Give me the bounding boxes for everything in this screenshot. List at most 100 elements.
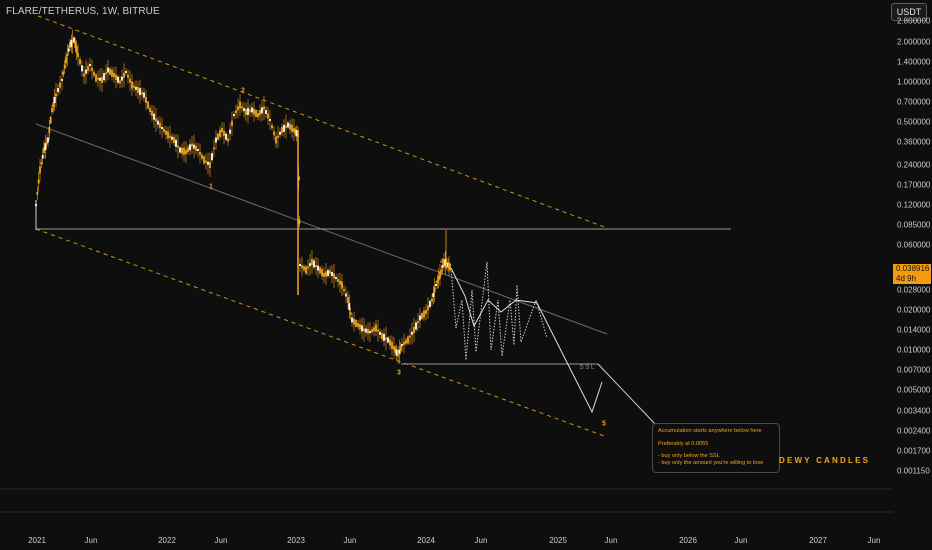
candle-body [167,131,169,139]
candle-body [371,329,373,333]
candle-body [293,128,295,132]
candle-body [67,48,70,52]
candle-body [355,319,357,327]
candle-series [35,29,451,364]
price-tick: 0.500000 [897,117,931,127]
candle-body [59,82,61,88]
candle-body [115,74,117,80]
price-tick: 2.800000 [897,16,931,26]
candle-body [73,37,75,43]
candle-body [421,313,423,319]
candle-body [187,147,189,153]
candle-body [269,119,271,121]
candle-body [241,106,243,109]
candle-body [117,76,119,83]
candle-body [335,277,337,279]
candle-body [389,339,391,346]
currency-button[interactable]: USDT [891,3,927,21]
candle-body [197,149,199,151]
candle-body [151,110,153,116]
candle-body [55,93,57,97]
candle-body [105,72,107,75]
candle-body [129,78,131,83]
candle-body [379,331,381,335]
price-tick: 0.120000 [897,200,931,210]
candle-body [333,273,335,279]
price-axis[interactable]: 2.800000 2.000000 1.400000 1.000000 0.700000… [893,16,932,490]
candle-body [217,133,219,140]
candle-body [263,106,265,110]
candle-body [201,154,203,159]
candle-body [413,327,415,333]
candle-body [429,301,431,307]
candle-body [444,259,447,267]
time-tick: Jun [734,536,748,545]
candle-body [111,69,113,77]
candle-body [70,39,73,47]
candle-body [121,76,123,81]
candle-body [109,68,111,75]
candle-body [229,129,231,134]
candle-body [398,349,401,354]
candle-body [443,259,445,265]
candle-body [323,273,325,277]
candle-body [95,74,97,82]
candle-body [219,129,221,137]
candle-body [436,280,439,284]
time-tick: Jun [474,536,488,545]
candle-body [353,318,355,325]
candle-body [65,56,67,64]
candle-body [77,53,79,57]
candle-body [265,110,267,114]
time-axis[interactable]: 2021 Jun 2022 Jun 2023 Jun 2024 Jun 2025 Jun 2026 J… [0,528,893,550]
time-tick: Jun [343,536,357,545]
ssl-label: S S L [579,365,595,371]
candle-body [291,124,293,132]
wave-label-2: 2 [241,87,245,95]
candle-body [245,109,247,115]
candle-body [437,276,440,281]
price-tick: 0.020000 [897,305,931,315]
candle-body [273,131,275,136]
candle-body [381,333,383,339]
candle-body [341,281,343,289]
candle-body [385,337,387,340]
candle-body [163,128,165,132]
candle-body [259,110,261,116]
candle-body [261,107,263,114]
time-tick: 2023 [287,536,305,545]
time-tick: 2024 [417,536,435,545]
candle-body [407,336,409,344]
time-tick: 2026 [679,536,697,545]
candle-body [69,42,71,48]
candle-body [211,153,213,161]
candle-body [425,310,427,314]
candle-body [295,130,298,137]
candle-body [249,109,251,112]
candle-body [41,155,44,159]
price-tick: 2.000000 [897,37,931,47]
candle-body [345,293,347,297]
candle-body [181,147,183,154]
candle-body [57,88,59,92]
candle-body [401,344,403,346]
accumulation-note[interactable]: Accumulation starts anywhere below here … [652,423,780,473]
candle-body [63,64,66,69]
candle-body [439,271,441,279]
candle-body [209,162,211,168]
candle-body [79,59,81,65]
candle-body [365,328,367,333]
time-tick: 2021 [28,536,46,545]
wave-label-1: 1 [209,183,213,191]
candle-body [221,128,223,132]
candle-body [447,262,449,268]
candle-body [183,147,185,155]
symbol-title: FLARE/TETHERUS, 1W, BITRUE [6,6,160,17]
candle-body [107,67,109,73]
candle-body [235,110,237,114]
candle-body [287,122,289,128]
candle-body [349,312,352,315]
time-tick: 2022 [158,536,176,545]
candle-body [175,139,177,147]
